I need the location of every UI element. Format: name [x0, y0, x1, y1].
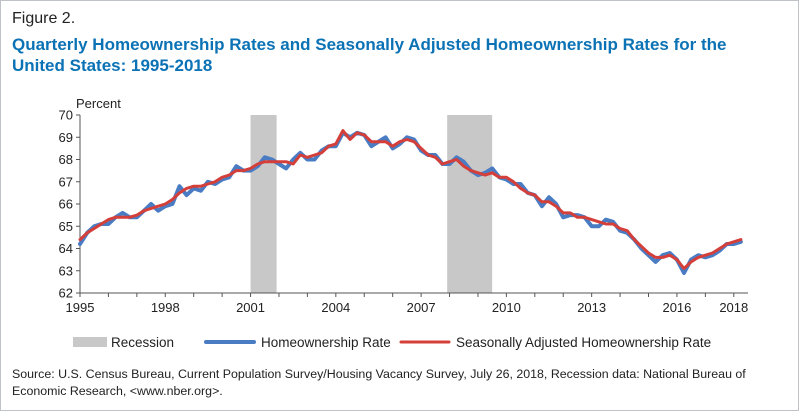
legend-homeownership-rate-label: Homeownership Rate: [261, 335, 391, 350]
x-tick-label: 2018: [719, 300, 748, 315]
seasonally-adjusted-rate-line: [78, 129, 743, 270]
legend-seasonally-adjusted-rate-label: Seasonally Adjusted Homeownership Rate: [456, 335, 711, 350]
x-tick-label: 2013: [577, 300, 606, 315]
x-tick-label: 2007: [407, 300, 436, 315]
axes: 62 63 64 65 66 67 68 69 70 1995 1998 2001 2004 2007 20…: [59, 108, 749, 316]
recession-band-1: [250, 115, 277, 293]
y-tick-label: 66: [59, 197, 73, 212]
y-tick-label: 68: [59, 152, 73, 167]
x-tick-label: 2001: [236, 300, 265, 315]
legend-recession-swatch: [73, 337, 107, 347]
y-tick-label: 65: [59, 219, 73, 234]
y-axis-label: Percent: [76, 96, 121, 111]
homeownership-rate-line: [78, 130, 743, 275]
x-tick-label: 1995: [66, 300, 95, 315]
line-chart: Percent 62 63 64 65 66 67 68 69 70 1995 1998 2001 20…: [59, 96, 749, 350]
y-tick-label: 62: [59, 286, 73, 301]
series-lines: [78, 129, 743, 275]
y-tick-label: 63: [59, 263, 73, 278]
legend-recession-label: Recession: [111, 335, 174, 350]
y-tick-label: 64: [59, 241, 73, 256]
chart-title: Quarterly Homeownership Rates and Season…: [12, 35, 727, 75]
recession-bands: [250, 115, 493, 293]
source-note: Source: U.S. Census Bureau, Current Popu…: [12, 367, 746, 398]
recession-band-2: [447, 115, 493, 293]
x-tick-label: 2010: [492, 300, 521, 315]
figure-label: Figure 2.: [12, 10, 76, 27]
y-tick-label: 70: [59, 108, 73, 123]
y-tick-label: 67: [59, 174, 73, 189]
legend: Recession Homeownership Rate Seasonally Ad…: [73, 335, 711, 350]
x-tick-label: 1998: [151, 300, 180, 315]
x-tick-label: 2004: [321, 300, 350, 315]
x-tick-label: 2016: [662, 300, 691, 315]
y-tick-label: 69: [59, 130, 73, 145]
